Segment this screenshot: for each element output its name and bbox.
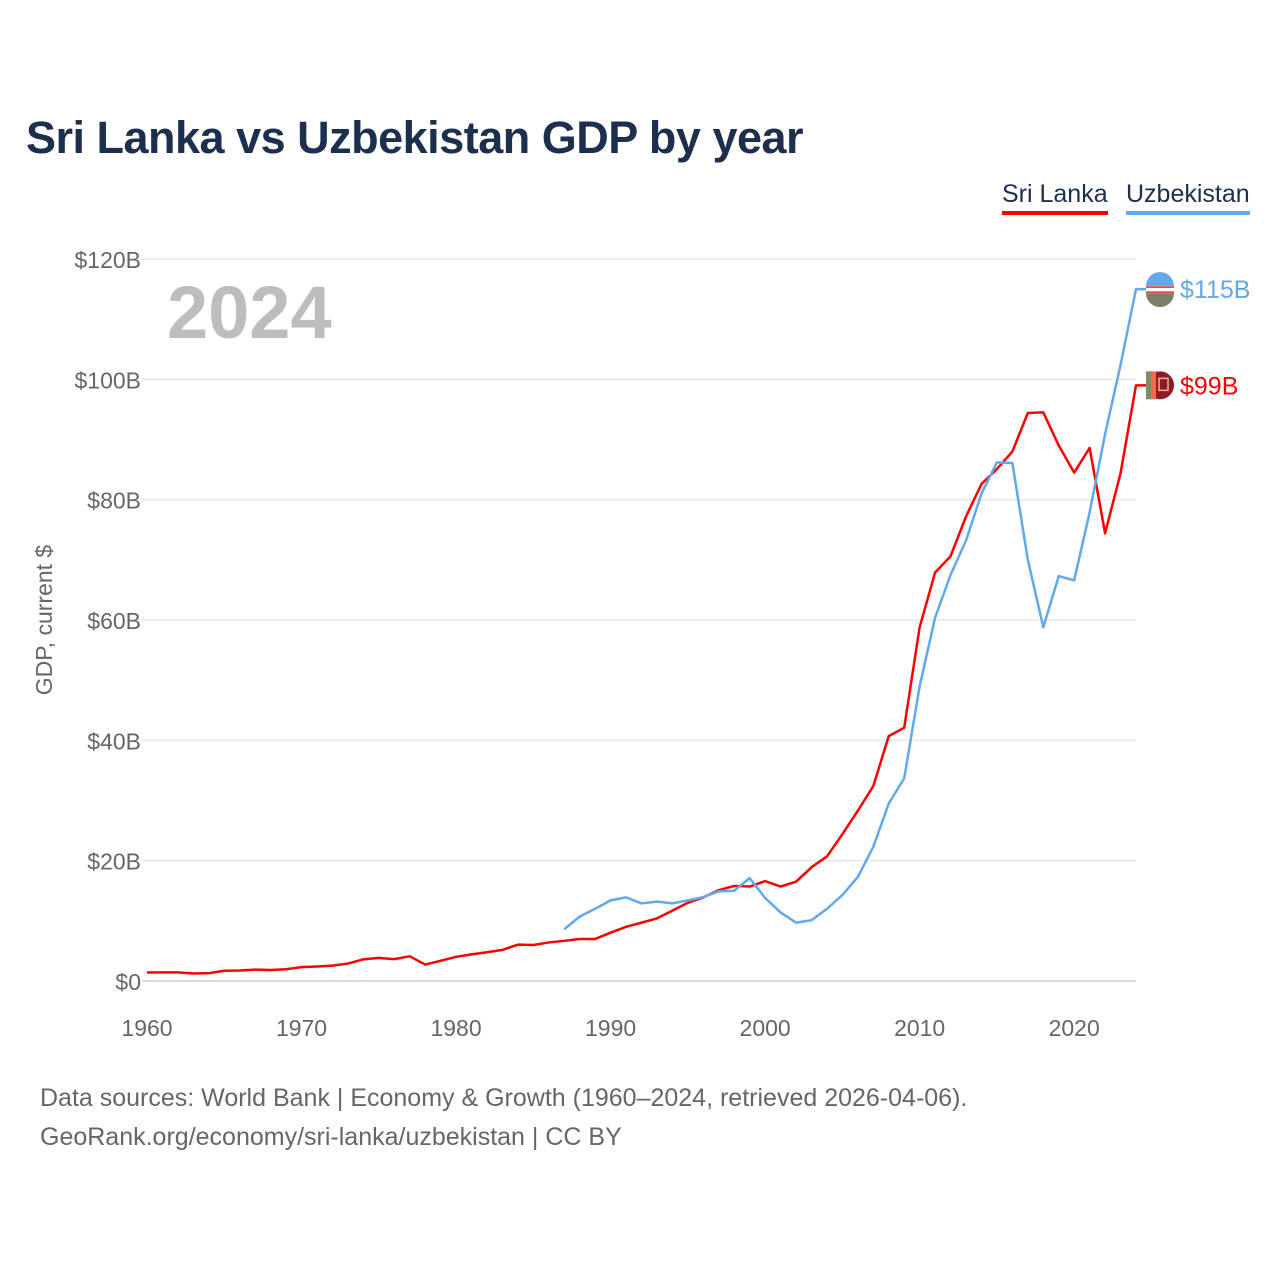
flag-stripe-green: [1146, 293, 1174, 308]
end-value-label: $99B: [1180, 372, 1238, 400]
series-line-uzbekistan: [563, 287, 1146, 931]
year-watermark: 2024: [167, 271, 332, 354]
y-tick-label: $0: [115, 969, 141, 995]
y-tick-label: $80B: [87, 488, 141, 514]
y-tick-label: $20B: [87, 849, 141, 875]
legend-uzbekistan[interactable]: Uzbekistan: [1126, 180, 1250, 215]
y-tick-label: $40B: [87, 728, 141, 754]
y-tick-label: $100B: [74, 367, 141, 393]
sri-lanka-flag-icon: [1146, 371, 1174, 400]
x-tick-label: 1990: [585, 1015, 636, 1041]
x-tick-label: 1970: [276, 1015, 327, 1041]
x-tick-label: 2020: [1049, 1015, 1100, 1041]
y-tick-label: $120B: [74, 247, 141, 273]
uzbekistan-flag-icon: [1146, 272, 1174, 308]
x-tick-label: 1960: [121, 1015, 172, 1041]
legend-sri-lanka[interactable]: Sri Lanka: [1002, 180, 1108, 215]
end-value-label: $115B: [1180, 276, 1250, 304]
chart-title: Sri Lanka vs Uzbekistan GDP by year: [26, 112, 804, 163]
y-axis-label: GDP, current $: [31, 545, 57, 696]
x-tick-label: 2000: [740, 1015, 791, 1041]
x-tick-label: 2010: [894, 1015, 945, 1041]
flag-stripe-green: [1146, 371, 1151, 400]
flag-stripe-blue: [1146, 272, 1174, 287]
y-tick-label: $60B: [87, 608, 141, 634]
footer-attribution[interactable]: GeoRank.org/economy/sri-lanka/uzbekistan…: [40, 1123, 622, 1151]
flag-stripe-orange: [1151, 371, 1156, 400]
x-tick-label: 1980: [430, 1015, 481, 1041]
flag-lion: [1158, 377, 1169, 392]
footer-sources: Data sources: World Bank | Economy & Gro…: [40, 1084, 968, 1112]
series-line-sri-lanka: [146, 384, 1146, 975]
